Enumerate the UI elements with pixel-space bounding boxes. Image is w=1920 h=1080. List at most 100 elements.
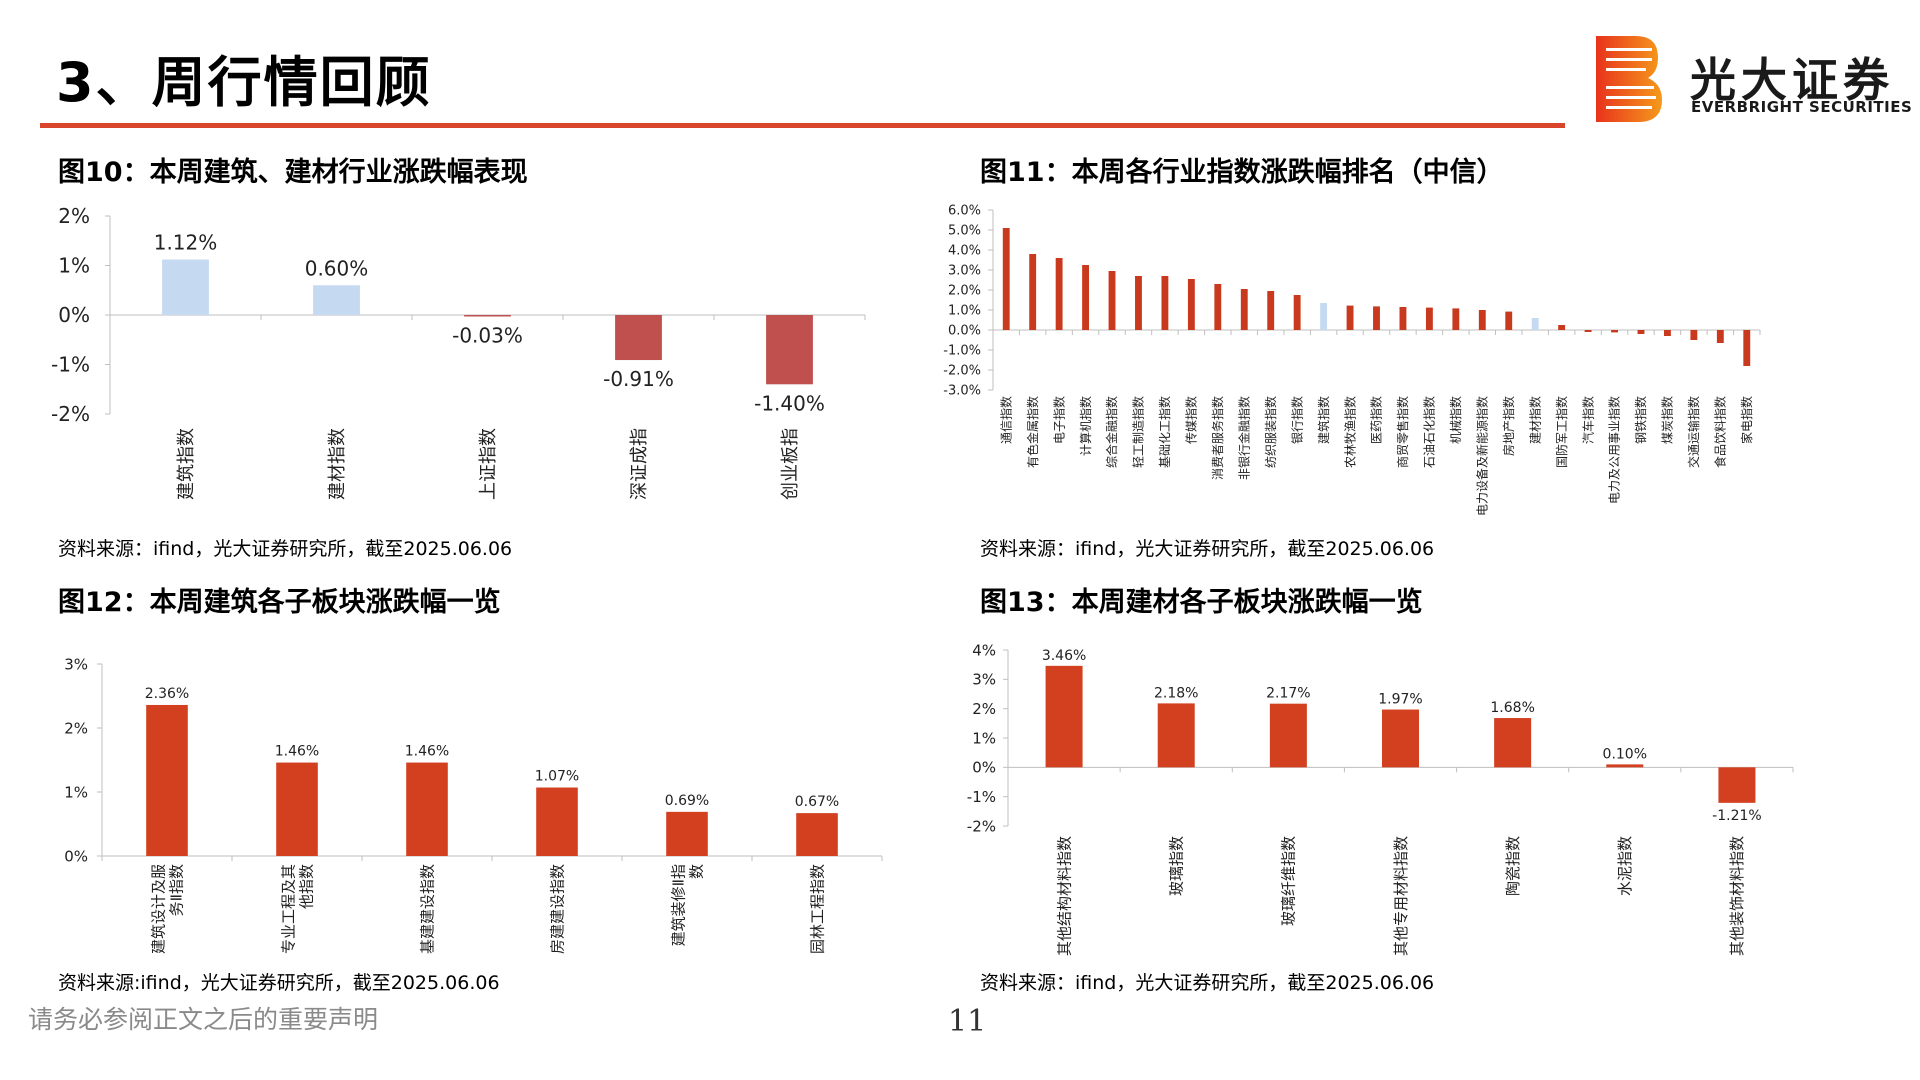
- x-tick-label-line: 他指数: [297, 864, 315, 909]
- bar: [1157, 703, 1195, 768]
- x-tick-label-line: 综合金融指数: [1104, 396, 1119, 468]
- x-tick-label-line: 创业板指: [780, 428, 801, 500]
- x-tick-label-line: 商贸零售指数: [1395, 396, 1410, 468]
- x-tick-label: 商贸零售指数: [1395, 396, 1410, 468]
- y-tick-label: 5.0%: [948, 224, 981, 239]
- x-tick-label: 消费者服务指数: [1210, 396, 1225, 480]
- bar: [276, 762, 318, 856]
- bar: [1045, 665, 1083, 768]
- y-tick-label: -2.0%: [943, 364, 981, 379]
- x-tick-label: 基建建设指数: [418, 864, 436, 954]
- fig12-title: 图12：本周建筑各子板块涨跌幅一览: [58, 587, 501, 618]
- bar: [1269, 703, 1307, 768]
- bar: [1663, 330, 1671, 336]
- x-tick-label: 非银行金融指数: [1236, 396, 1251, 480]
- bar: [1611, 330, 1618, 333]
- bar: [766, 315, 813, 385]
- y-tick-label: -1.0%: [943, 344, 981, 359]
- x-tick-label-line: 电力设备及新能源指数: [1474, 396, 1489, 516]
- x-tick-label-line: 食品饮料指数: [1713, 396, 1728, 468]
- bar: [1584, 330, 1592, 332]
- bar: [1187, 279, 1195, 330]
- fig11-title: 图11：本周各行业指数涨跌幅排名（中信）: [980, 157, 1504, 188]
- x-tick-label: 其他结构材料指数: [1055, 836, 1073, 956]
- y-tick-label: 0%: [972, 759, 996, 777]
- x-tick-label-line: 电子指数: [1051, 396, 1066, 444]
- bar: [1267, 291, 1275, 330]
- x-tick-label: 汽车指数: [1580, 396, 1595, 444]
- x-tick-label: 医药指数: [1369, 396, 1384, 444]
- bar: [1494, 718, 1532, 768]
- x-tick-label: 建筑设计及服务Ⅱ指数: [149, 864, 185, 954]
- y-tick-label: 6.0%: [948, 204, 981, 219]
- x-tick-label-line: 建筑装修Ⅱ指: [669, 864, 687, 946]
- x-tick-label: 计算机指数: [1078, 396, 1093, 456]
- y-tick-label: 0.0%: [948, 324, 981, 339]
- x-tick-label-line: 石油石化指数: [1422, 396, 1437, 468]
- x-tick-label-line: 交通运输指数: [1686, 396, 1701, 468]
- y-tick-label: 2.0%: [948, 284, 981, 299]
- bar: [1346, 305, 1354, 330]
- bar: [1478, 310, 1486, 330]
- x-tick-label-line: 非银行金融指数: [1236, 396, 1251, 480]
- x-tick-label: 传媒指数: [1184, 396, 1199, 444]
- bar: [1718, 767, 1756, 803]
- x-tick-label-line: 计算机指数: [1078, 396, 1093, 456]
- x-tick-label-line: 煤炭指数: [1660, 396, 1675, 444]
- bar: [1373, 306, 1380, 330]
- bar: [1743, 330, 1751, 366]
- x-tick-label-line: 农林牧渔指数: [1342, 396, 1357, 468]
- data-label: 0.10%: [1603, 746, 1647, 762]
- x-tick-label: 园林工程指数: [808, 864, 826, 954]
- x-tick-label: 专业工程及其他指数: [279, 864, 315, 954]
- fig11-source: 资料来源：ifind，光大证券研究所，截至2025.06.06: [980, 538, 1435, 560]
- bar: [1381, 709, 1420, 768]
- x-tick-label-line: 园林工程指数: [808, 864, 826, 954]
- y-tick-label: 4.0%: [948, 244, 981, 259]
- x-tick-label-line: 上证指数: [478, 428, 499, 500]
- fig13-title: 图13：本周建材各子板块涨跌幅一览: [980, 587, 1423, 618]
- x-tick-label-line: 数: [687, 864, 705, 879]
- data-label: -0.03%: [452, 323, 523, 347]
- data-label: 1.07%: [535, 769, 579, 785]
- data-label: 0.60%: [305, 256, 369, 280]
- x-tick-label-line: 汽车指数: [1580, 396, 1595, 444]
- data-label: -1.21%: [1712, 808, 1762, 824]
- x-tick-label-line: 专业工程及其: [279, 864, 297, 954]
- x-tick-label: 房地产指数: [1501, 396, 1516, 456]
- x-tick-label: 其他装饰材料指数: [1728, 836, 1746, 956]
- x-tick-label-line: 钢铁指数: [1633, 396, 1648, 444]
- x-tick-label: 煤炭指数: [1660, 396, 1675, 444]
- data-label: 2.36%: [145, 686, 189, 702]
- x-tick-label: 家电指数: [1739, 396, 1754, 444]
- bar: [1082, 265, 1090, 330]
- bar: [1637, 330, 1645, 334]
- x-tick-label-line: 建筑指数: [176, 428, 197, 500]
- bar: [1029, 254, 1037, 330]
- y-tick-label: 3%: [972, 671, 996, 689]
- x-tick-label-line: 玻璃指数: [1167, 836, 1185, 896]
- bar: [146, 704, 188, 856]
- x-tick-label-line: 其他专用材料指数: [1392, 836, 1410, 956]
- x-tick-label: 深证成指: [629, 428, 650, 500]
- data-label: 1.97%: [1378, 692, 1422, 708]
- fig10-chart: 2% 1% 0% -1% -2% 1.12% 建筑指数 0.60% 建材指数 -0.03% 上证指数…: [51, 204, 866, 500]
- x-tick-label-line: 通信指数: [998, 396, 1013, 444]
- x-tick-label: 建筑指数: [176, 428, 197, 500]
- x-tick-label: 食品饮料指数: [1713, 396, 1728, 468]
- y-tick-label: 1%: [972, 729, 996, 747]
- y-tick-label: 2%: [64, 719, 88, 737]
- bar: [1002, 228, 1010, 330]
- x-tick-label-line: 国防军工指数: [1554, 396, 1569, 468]
- data-label: -0.91%: [603, 367, 674, 391]
- x-tick-label: 水泥指数: [1616, 836, 1634, 896]
- data-label: 1.68%: [1490, 700, 1534, 716]
- x-tick-label: 石油石化指数: [1422, 396, 1437, 468]
- bar: [1240, 289, 1248, 330]
- y-tick-label: 0%: [64, 847, 88, 865]
- x-tick-label-line: 银行指数: [1289, 396, 1304, 444]
- bar: [536, 787, 578, 856]
- x-tick-label-line: 房建建设指数: [548, 864, 566, 954]
- x-tick-label: 建材指数: [327, 428, 348, 500]
- bar: [796, 813, 838, 856]
